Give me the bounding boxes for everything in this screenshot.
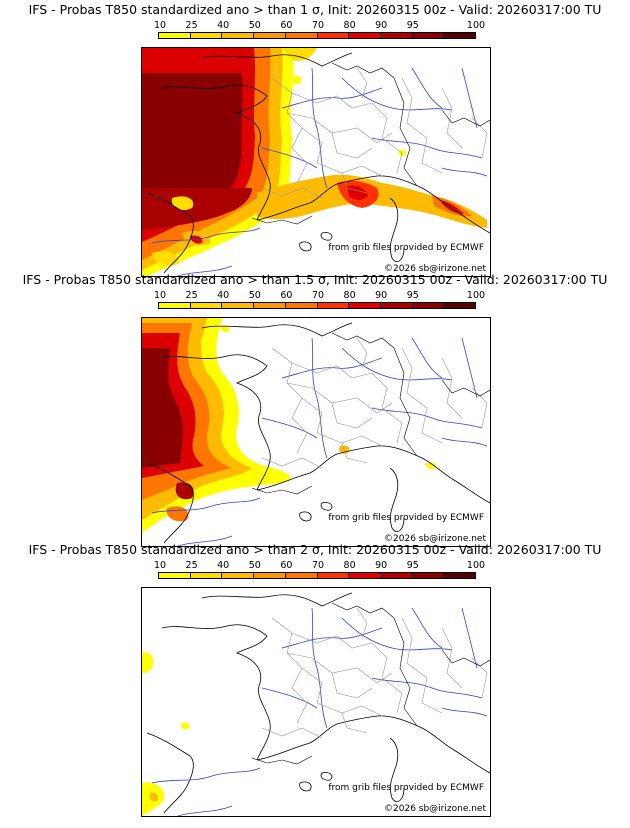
colorbar-tick-label: 40 [217,560,230,571]
colorbar-tick-label: 90 [375,20,388,31]
colorbar-tick-label: 50 [248,20,261,31]
colorbar-segment [285,573,318,578]
colorbar-tick-label: 95 [406,560,419,571]
colorbar-tick-label: 60 [280,560,293,571]
colorbar-tick-label: 100 [466,290,486,301]
colorbar-tick-label: 100 [466,560,486,571]
colorbar-segment [254,573,286,578]
colorbar-tick-label: 10 [153,560,167,571]
copyright-notice: ©2026 sb@irizone.net [384,264,486,274]
colorbar-segment [222,33,255,38]
colorbar-segment [317,33,350,38]
colorbar-segment [190,573,223,578]
colorbar-segment [190,33,223,38]
colorbar-tick-label: 60 [280,290,293,301]
panel-title: IFS - Probas T850 standardized ano > tha… [28,542,602,557]
colorbar-segment [349,303,381,308]
colorbar-segment [349,33,381,38]
colorbar-tick-label: 95 [406,290,419,301]
colorbar-segment [254,33,286,38]
colorbar-segment [444,33,476,38]
probability-field [142,48,487,276]
colorbar-segment [444,573,476,578]
data-source-credit: from grib files provided by ECMWF [328,783,484,793]
colorbar-tick-label: 70 [311,20,325,31]
colorbar-tick-label: 70 [311,560,325,571]
colorbar-tick-label: 10 [153,290,167,301]
colorbar-tick-label: 10 [153,20,167,31]
colorbar-segment [254,303,286,308]
probability-map: from grib files provided by ECMWF ©2026 … [141,317,491,547]
probability-map: from grib files provided by ECMWF ©2026 … [141,587,491,817]
colorbar-tick-label: 40 [217,290,230,301]
probability-field [142,652,190,816]
colorbar-segment [380,303,413,308]
colorbar [158,572,476,579]
colorbar-tick-label: 40 [217,20,230,31]
colorbar-tick-label: 80 [343,290,356,301]
colorbar-segment [380,573,413,578]
colorbar-tick-label: 90 [375,560,388,571]
panel-title: IFS - Probas T850 standardized ano > tha… [22,272,608,287]
data-source-credit: from grib files provided by ECMWF [328,243,484,253]
colorbar-segment [159,573,191,578]
colorbar-segment [317,573,350,578]
colorbar-segment [412,573,445,578]
colorbar-segment [380,33,413,38]
colorbar-tick-label: 80 [343,20,356,31]
colorbar-segment [412,303,445,308]
colorbar-tick-label: 25 [185,290,198,301]
colorbar-segment [159,33,191,38]
copyright-notice: ©2026 sb@irizone.net [384,804,486,814]
colorbar-ticks: 10 25 40 50 60 70 80 90 95 100 [154,560,485,571]
copyright-notice: ©2026 sb@irizone.net [384,534,486,544]
colorbar-tick-label: 25 [185,560,198,571]
colorbar-segment [222,573,255,578]
colorbar-tick-label: 50 [248,290,261,301]
colorbar-segment [159,303,191,308]
panel-1-5-sigma: IFS - Probas T850 standardized ano > tha… [0,270,630,547]
panel-title: IFS - Probas T850 standardized ano > tha… [28,2,602,17]
colorbar [158,302,476,309]
colorbar [158,32,476,39]
colorbar-tick-label: 80 [343,560,356,571]
colorbar-tick-label: 90 [375,290,388,301]
colorbar-tick-label: 100 [466,20,486,31]
colorbar-segment [317,303,350,308]
panel-1-sigma: IFS - Probas T850 standardized ano > tha… [0,0,630,277]
colorbar-segment [190,303,223,308]
colorbar-segment [222,303,255,308]
colorbar-segment [444,303,476,308]
colorbar-segment [285,303,318,308]
colorbar-tick-label: 95 [406,20,419,31]
probability-map: from grib files provided by ECMWF ©2026 … [141,47,491,277]
panel-2-sigma: IFS - Probas T850 standardized ano > tha… [0,540,630,817]
colorbar-tick-label: 70 [311,290,325,301]
colorbar-segment [412,33,445,38]
colorbar-ticks: 10 25 40 50 60 70 80 90 95 100 [154,290,485,301]
colorbar-segment [349,573,381,578]
data-source-credit: from grib files provided by ECMWF [328,513,484,523]
colorbar-ticks: 10 25 40 50 60 70 80 90 95 100 [154,20,485,31]
colorbar-tick-label: 50 [248,560,261,571]
colorbar-tick-label: 25 [185,20,198,31]
colorbar-segment [285,33,318,38]
colorbar-tick-label: 60 [280,20,293,31]
